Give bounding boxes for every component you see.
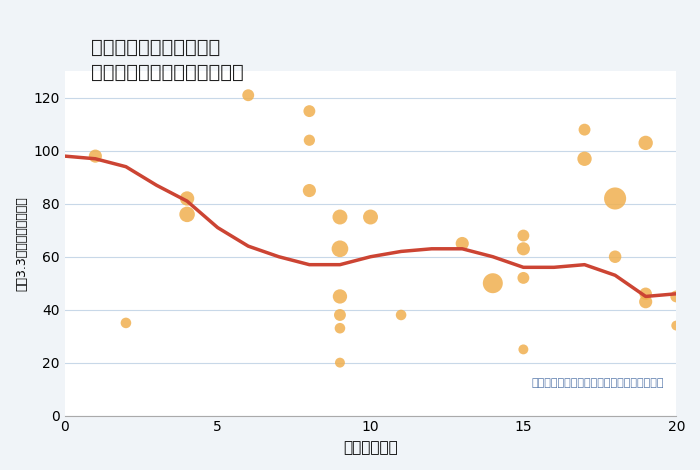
Point — [610, 253, 621, 260]
Point — [335, 359, 346, 367]
Point — [304, 107, 315, 115]
Point — [90, 152, 101, 160]
Point — [610, 195, 621, 202]
Point — [456, 240, 468, 247]
Point — [579, 126, 590, 133]
Point — [243, 92, 254, 99]
Point — [335, 324, 346, 332]
Point — [365, 213, 376, 221]
Point — [181, 195, 193, 202]
Text: 岐阜県高山市国府町今の
駅距離別中古マンション価格: 岐阜県高山市国府町今の 駅距離別中古マンション価格 — [91, 38, 244, 82]
Point — [640, 139, 651, 147]
Point — [335, 245, 346, 252]
X-axis label: 駅距離（分）: 駅距離（分） — [343, 440, 398, 455]
Point — [518, 232, 529, 239]
Point — [304, 187, 315, 194]
Point — [120, 319, 132, 327]
Point — [640, 290, 651, 298]
Point — [335, 293, 346, 300]
Point — [335, 311, 346, 319]
Point — [518, 274, 529, 282]
Point — [395, 311, 407, 319]
Point — [671, 293, 682, 300]
Point — [671, 322, 682, 329]
Y-axis label: 坪（3.3㎡）単価（万円）: 坪（3.3㎡）単価（万円） — [15, 196, 28, 291]
Point — [487, 280, 498, 287]
Point — [335, 213, 346, 221]
Point — [181, 211, 193, 218]
Point — [304, 136, 315, 144]
Point — [579, 155, 590, 163]
Text: 円の大きさは、取引のあった物件面積を示す: 円の大きさは、取引のあった物件面積を示す — [531, 378, 664, 388]
Point — [518, 345, 529, 353]
Point — [640, 298, 651, 306]
Point — [518, 245, 529, 252]
